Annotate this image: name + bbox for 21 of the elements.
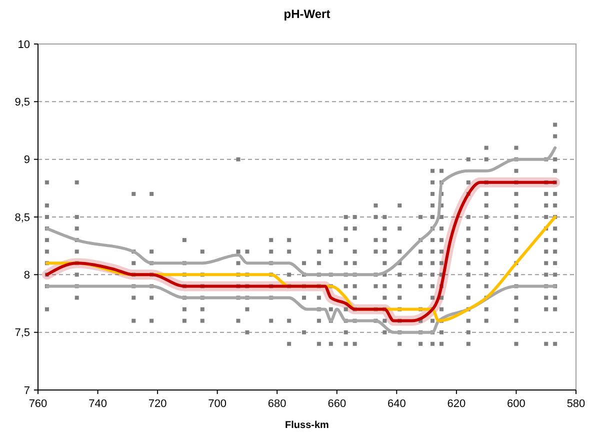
- x-tick-label: 680: [268, 398, 286, 410]
- y-tick-label: 7: [24, 384, 30, 397]
- x-tick-label: 740: [88, 398, 107, 410]
- line-series: [45, 284, 557, 334]
- x-tick-label: 660: [328, 398, 346, 410]
- x-tick-label: 640: [387, 398, 406, 410]
- chart-title: pH-Wert: [284, 7, 330, 21]
- y-tick-label: 10: [18, 38, 30, 51]
- y-tick-label: 9: [24, 154, 30, 166]
- x-tick-label: 600: [507, 398, 526, 410]
- y-tick-label: 7,5: [14, 327, 30, 340]
- y-tick-label: 8: [24, 270, 30, 282]
- y-tick-label: 8,5: [14, 212, 30, 224]
- x-tick-label: 700: [208, 398, 227, 410]
- x-axis-title: Fluss-km: [285, 420, 330, 431]
- x-tick-label: 760: [28, 398, 48, 410]
- x-tick-label: 720: [148, 398, 167, 410]
- line-series: [45, 146, 557, 276]
- x-tick-label: 620: [447, 398, 466, 410]
- y-tick-label: 9,5: [14, 96, 30, 109]
- x-tick-label: 580: [566, 398, 586, 410]
